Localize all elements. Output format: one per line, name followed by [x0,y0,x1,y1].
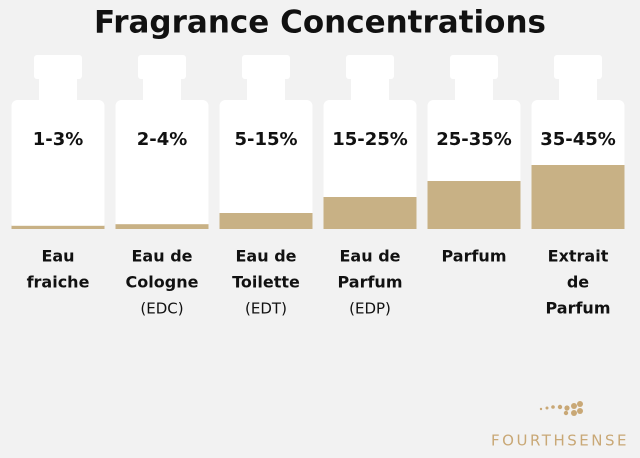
bottle-body [115,100,209,229]
bottle-neck [143,77,181,103]
type-name: de [567,273,589,292]
concentration-label: 5-15% [234,129,297,150]
title: Fragrance Concentrations [94,5,546,41]
bottle-fill [11,225,105,229]
bottle-neck [351,77,389,103]
bottle-neck [247,77,285,103]
bottle-cap [138,55,186,79]
type-name: Eau de [236,247,297,266]
type-name: Cologne [126,273,199,292]
type-name: Parfum [337,273,402,292]
bottle-body [323,100,417,229]
bottle-fill [427,181,521,229]
concentration-label: 1-3% [33,129,84,150]
concentration-label: 35-45% [540,129,616,150]
type-name: Eau [41,247,74,266]
concentration-label: 15-25% [332,129,408,150]
type-abbreviation: (EDP) [349,300,391,318]
logo-dots [539,401,583,416]
type-name: Toilette [232,273,300,292]
type-name: Eau de [340,247,401,266]
bottle-neck [455,77,493,103]
bottle-cap [450,55,498,79]
bottle-cap [34,55,82,79]
type-name: Parfum [441,247,506,266]
logo-text: FOURTHSENSE [491,432,629,450]
bottle-neck [39,77,77,103]
type-name: Eau de [132,247,193,266]
bottle-body [11,100,105,229]
bottle-fill [115,224,209,229]
concentration-label: 2-4% [137,129,188,150]
bottle-body [219,100,313,229]
concentration-label: 25-35% [436,129,512,150]
bottle-fill [219,213,313,229]
bottle-cap [242,55,290,79]
type-abbreviation: (EDC) [140,300,183,318]
bottle-cap [346,55,394,79]
type-name: Extrait [548,247,609,266]
bottle-fill [323,197,417,229]
bottle-neck [559,77,597,103]
bottle-fill [531,165,625,229]
type-name: Parfum [545,299,610,318]
type-abbreviation: (EDT) [245,300,287,318]
bottle-cap [554,55,602,79]
type-name: fraiche [27,273,90,292]
